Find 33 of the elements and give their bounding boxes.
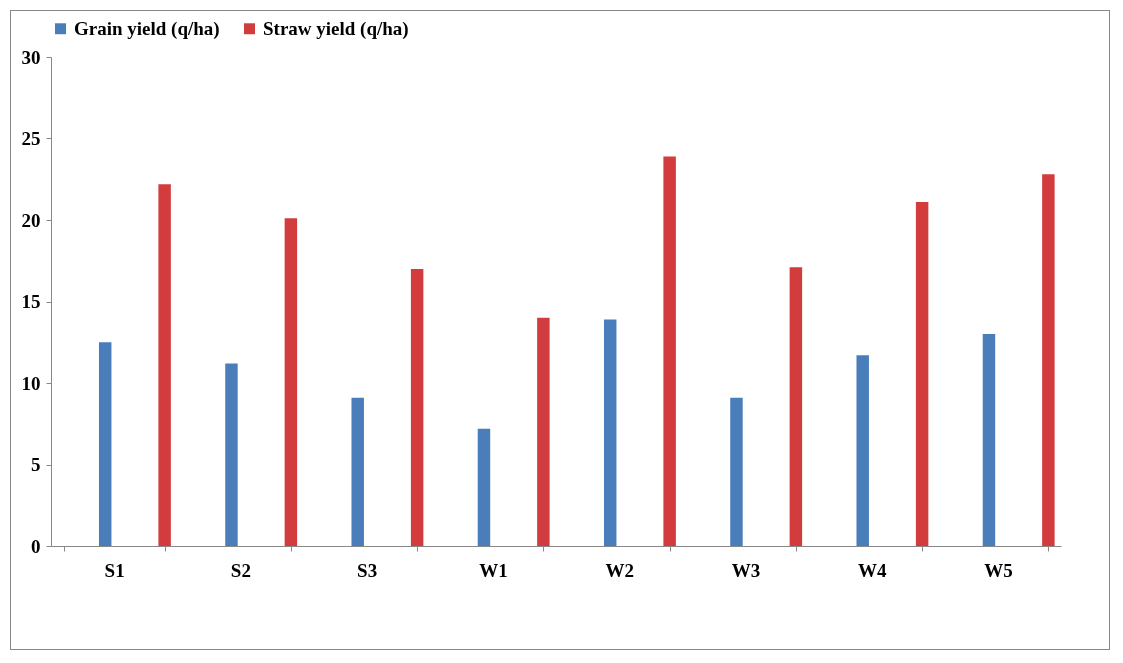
bar [730, 397, 743, 546]
bar [982, 334, 996, 546]
bar [158, 184, 171, 546]
bar [603, 319, 617, 546]
legend-label: Straw yield (q/ha) [263, 17, 409, 40]
legend-label: Grain yield (q/ha) [74, 17, 220, 40]
y-tick-label: 30 [21, 46, 41, 68]
bar [410, 268, 424, 546]
x-tick-label: W4 [857, 559, 887, 581]
bar [915, 202, 929, 546]
y-tick-label: 15 [21, 291, 41, 312]
bar [856, 355, 869, 546]
y-tick-label: 20 [21, 209, 41, 231]
x-tick-label: W5 [984, 559, 1013, 581]
y-tick-label: 0 [31, 535, 41, 557]
y-tick-label: 25 [21, 128, 41, 149]
bar [225, 363, 238, 546]
x-tick-label: S1 [104, 559, 125, 581]
x-tick-label: S3 [357, 559, 378, 581]
bar [351, 397, 364, 546]
bar [1042, 174, 1055, 546]
bar [284, 218, 298, 546]
x-tick-label: W1 [479, 559, 508, 581]
x-tick-label: W3 [731, 559, 761, 581]
bar [98, 342, 112, 546]
bar [537, 317, 550, 546]
bar [663, 156, 676, 546]
x-tick-label: W2 [605, 559, 634, 581]
bar [789, 267, 803, 546]
y-tick-label: 5 [31, 454, 41, 475]
y-tick-label: 10 [21, 372, 41, 394]
x-tick-label: S2 [230, 559, 251, 581]
bar [477, 428, 491, 546]
